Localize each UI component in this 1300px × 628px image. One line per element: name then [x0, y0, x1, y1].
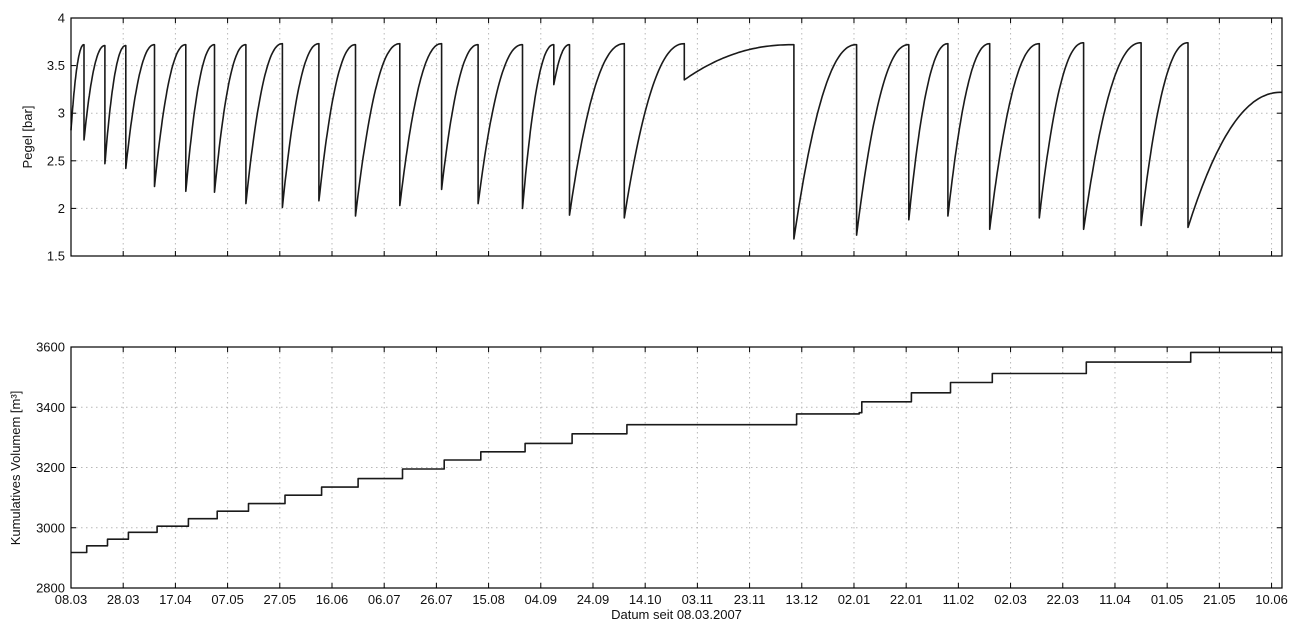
y-tick-label: 1.5	[47, 249, 65, 264]
pressure-chart: 1.5 2 2.5 3 3.5 4 Pegel [bar]	[20, 11, 1283, 264]
x-tick-label: 26.07	[420, 592, 453, 607]
cumulative-volume-line	[71, 351, 1282, 554]
y-tick-label: 3600	[36, 340, 65, 355]
y-tick-label: 2	[58, 201, 65, 216]
y-tick-label: 3.5	[47, 58, 65, 73]
x-tick-label: 04.09	[525, 592, 558, 607]
x-tick-label: 22.03	[1046, 592, 1079, 607]
x-axis-label: Datum seit 08.03.2007	[611, 607, 742, 622]
x-tick-label: 13.12	[786, 592, 819, 607]
x-tick-label: 22.01	[890, 592, 923, 607]
y-axis-label: Kumulatives Volumem [m³]	[8, 391, 23, 546]
x-tick-label: 16.06	[316, 592, 349, 607]
x-tick-label: 06.07	[368, 592, 401, 607]
cumulative-volume-chart: 2800 3000 3200 3400 3600 Kumulatives Volumem …	[8, 340, 1288, 623]
x-tick-label: 11.02	[943, 592, 975, 607]
x-tick-label: 08.03	[55, 592, 88, 607]
x-tick-label: 28.03	[107, 592, 140, 607]
x-tick-label: 11.04	[1099, 592, 1131, 607]
y-tick-label: 3000	[36, 520, 65, 535]
x-tick-label: 01.05	[1151, 592, 1184, 607]
x-tick-label: 15.08	[472, 592, 505, 607]
y-axis-label: Pegel [bar]	[20, 106, 35, 169]
x-tick-label: 10.06	[1255, 592, 1288, 607]
x-tick-label: 02.01	[838, 592, 871, 607]
y-tick-label: 3400	[36, 400, 65, 415]
y-tick-label: 2.5	[47, 153, 65, 168]
plot-frame	[70, 17, 1283, 257]
y-tick-label: 2800	[36, 581, 65, 596]
y-tick-label: 3200	[36, 460, 65, 475]
y-tick-label: 4	[58, 11, 65, 26]
x-tick-label: 24.09	[577, 592, 610, 607]
x-tick-label: 21.05	[1203, 592, 1236, 607]
x-tick-label: 02.03	[994, 592, 1027, 607]
x-tick-label: 07.05	[211, 592, 244, 607]
x-tick-label: 14.10	[629, 592, 662, 607]
x-tick-label: 17.04	[159, 592, 192, 607]
x-tick-label: 27.05	[264, 592, 297, 607]
y-tick-label: 3	[58, 106, 65, 121]
x-tick-label: 03.11	[682, 592, 714, 607]
x-tick-label: 23.11	[734, 592, 766, 607]
pressure-line	[70, 42, 1282, 240]
plot-frame	[70, 346, 1283, 589]
